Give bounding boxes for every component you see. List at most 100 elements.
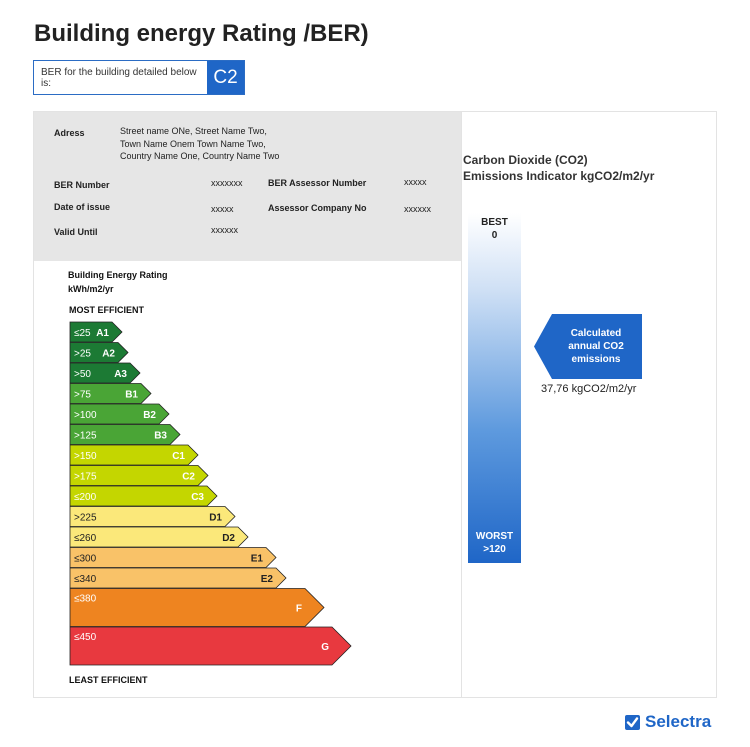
band-shape [69,506,236,527]
band-shape [69,526,249,548]
band-a3: >50 A3 [69,362,141,384]
logo-text: Selectra [645,712,712,731]
band-range: >225 [74,513,97,524]
band-shape [69,465,209,486]
band-b2: >100 B2 [69,403,170,425]
assessor-number-label: BER Assessor Number [268,178,367,188]
date-of-issue-value: xxxxx [211,204,234,214]
ber-result-value: C2 [207,61,244,94]
band-shape [69,403,170,425]
band-grade: B2 [143,410,156,421]
band-shape [69,321,123,343]
co2-best-label: BEST 0 [468,216,521,242]
band-range: ≤340 [74,574,97,585]
building-info-panel: Adress Street name ONe, Street Name Two,… [34,112,461,261]
band-grade: F [296,604,302,615]
band-b1: >75 B1 [69,383,152,404]
band-c2: >175 C2 [69,465,209,486]
band-range: >100 [74,410,97,421]
band-grade: A1 [96,328,109,339]
column-divider [461,112,462,697]
band-range: ≤260 [74,533,97,544]
band-e1: ≤300 E1 [69,547,277,568]
band-d1: >225 D1 [69,506,236,527]
band-range: >150 [74,451,97,462]
callout-arrow-shape [534,314,642,379]
band-shape [69,567,287,589]
co2-best-value: 0 [491,230,498,241]
band-range: ≤380 [74,594,97,605]
band-e2: ≤340 E2 [69,567,287,589]
band-range: >175 [74,472,97,483]
address-label: Adress [54,128,85,138]
co2-worst-label: WORST >120 [468,530,521,556]
band-c1: >150 C1 [69,444,199,466]
page-title: Building energy Rating /BER) [34,20,369,47]
band-range: ≤450 [74,632,97,643]
band-grade: D1 [209,513,222,524]
co2-worst-value: >120 [483,544,506,555]
band-range: >125 [74,431,97,442]
energy-rating-scale: ≤25 A1>25 A2>50 A3>75 B1>100 B2>125 B3>150 C1>1… [69,321,352,666]
ber-number-label: BER Number [54,180,110,190]
band-f: ≤380 F [69,588,325,627]
band-g: ≤450 G [69,626,352,666]
band-range: >75 [74,390,91,401]
valid-until-label: Valid Until [54,227,98,237]
band-range: ≤25 [74,328,91,339]
co2-callout-text: Calculated annual CO2 emissions [552,327,640,366]
band-range: >25 [74,349,91,360]
band-a1: ≤25 A1 [69,321,123,343]
band-range: ≤300 [74,554,97,565]
band-shape [69,626,352,666]
co2-title-line: Carbon Dioxide (CO2) [463,153,588,167]
callout-line: emissions [571,354,621,365]
address-line: Country Name One, Country Name Two [120,151,280,161]
co2-scale-bar [468,213,521,563]
ber-certificate-card: Adress Street name ONe, Street Name Two,… [33,111,717,698]
date-of-issue-label: Date of issue [54,202,111,212]
valid-until-value: xxxxxx [211,225,238,235]
callout-line: annual CO2 [568,341,624,352]
band-c3: ≤200 C3 [69,485,218,507]
co2-value: 37,76 kgCO2/m2/yr [541,383,637,395]
band-grade: C1 [172,451,185,462]
co2-title-line: Emissions Indicator kgCO2/m2/yr [463,169,655,183]
band-grade: E1 [251,554,264,565]
assessor-company-label: Assessor Company No [268,203,367,213]
band-grade: G [321,642,329,653]
most-efficient-label: MOST EFFICIENT [69,305,144,315]
address-line: Town Name Onem Town Name Two, [120,138,266,149]
band-shape [69,362,141,384]
band-range: >50 [74,369,91,380]
ber-result-box: BER for the building detailed below is: … [33,60,245,95]
callout-line: Calculated [570,328,622,339]
co2-callout: Calculated annual CO2 emissions [534,314,642,379]
band-d2: ≤260 D2 [69,526,249,548]
least-efficient-label: LEAST EFFICIENT [69,675,148,685]
energy-chart-heading: Building Energy Rating [68,270,168,280]
energy-chart-unit: kWh/m2/yr [68,284,114,294]
band-grade: A2 [102,349,115,360]
band-b3: >125 B3 [69,424,181,445]
checkbox-icon [625,714,640,730]
co2-best-text: BEST [481,217,508,228]
ber-number-value: xxxxxxx [211,178,243,188]
band-shape [69,424,181,445]
co2-worst-text: WORST [475,531,514,542]
assessor-company-value: xxxxxx [404,204,431,214]
address-line: Street name ONe, Street Name Two, [120,126,267,136]
co2-indicator-title: Carbon Dioxide (CO2) Emissions Indicator… [463,152,654,184]
selectra-logo: Selectra [624,712,711,732]
band-shape [69,383,152,404]
band-grade: C2 [182,472,195,483]
band-grade: B1 [125,390,138,401]
assessor-number-value: xxxxx [404,177,427,187]
band-grade: C3 [191,492,204,503]
band-shape [69,342,129,363]
ber-result-label: BER for the building detailed below is: [41,66,197,89]
band-a2: >25 A2 [69,342,129,363]
band-grade: B3 [154,431,167,442]
band-shape [69,444,199,466]
address-value: Street name ONe, Street Name Two, Town N… [120,125,279,163]
